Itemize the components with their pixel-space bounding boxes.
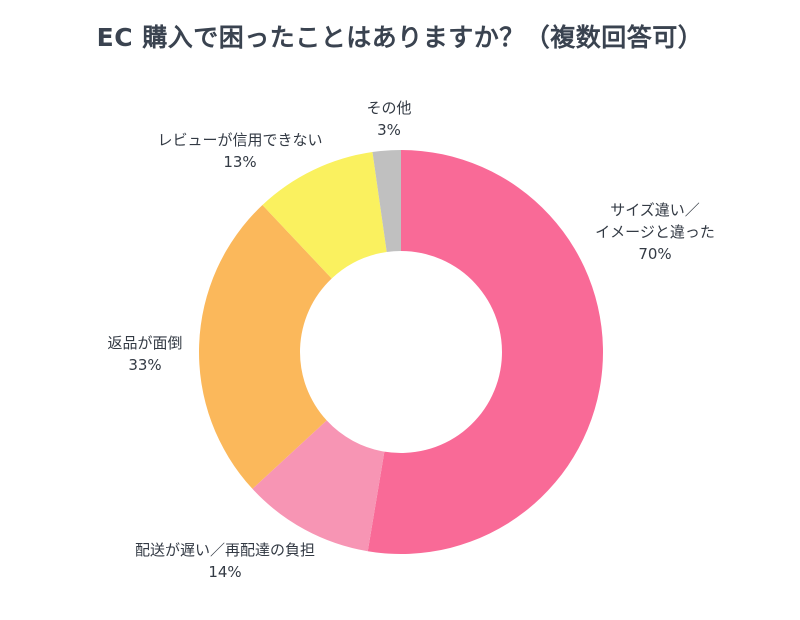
chart-title: EC 購入で困ったことはありますか？（複数回答可）	[96, 23, 704, 52]
slice-value-label: 70%	[638, 245, 671, 263]
slice-4	[262, 152, 387, 279]
slice-category-label: イメージと違った	[595, 223, 715, 241]
slice-category-label: 配送が遅い／再配達の負担	[135, 541, 315, 559]
slice-2	[252, 420, 385, 552]
slice-value-label: 33%	[128, 356, 161, 374]
slice-label-3: 返品が面倒 33%	[107, 334, 182, 374]
slice-3	[198, 205, 332, 489]
slice-category-label: レビューが信用できない	[157, 131, 322, 149]
slice-label-2: 配送が遅い／再配達の負担 14%	[135, 541, 315, 581]
slice-label-5: その他 3%	[366, 99, 411, 139]
slice-category-label: その他	[366, 99, 411, 117]
slice-label-4: レビューが信用できない 13%	[157, 131, 322, 171]
slice-5	[372, 150, 401, 253]
slice-1	[367, 150, 603, 555]
slice-value-label: 13%	[223, 153, 256, 171]
slice-value-label: 3%	[377, 121, 401, 139]
slice-category-label: サイズ違い／	[610, 201, 700, 219]
slice-category-label: 返品が面倒	[107, 334, 182, 352]
slice-value-label: 14%	[208, 563, 241, 581]
slice-label-1: サイズ違い／ イメージと違った 70%	[595, 201, 715, 263]
